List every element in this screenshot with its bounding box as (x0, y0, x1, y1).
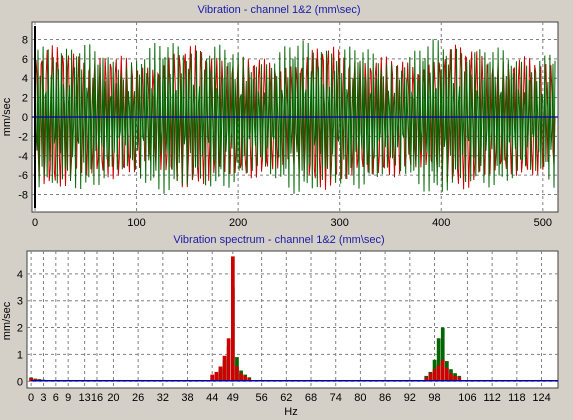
spectrum-bar (457, 377, 462, 382)
spectrum-x-tick-label: 92 (404, 392, 416, 404)
spectrum-y-axis-label: mm/sec (1, 301, 13, 340)
spectrum-y-tick-label: 1 (17, 349, 23, 361)
waveform-y-tick-label: -6 (18, 170, 28, 182)
spectrum-y-tick-label: 3 (17, 296, 23, 308)
spectrum-bar (449, 373, 453, 382)
spectrum-x-tick-label: 13 (79, 392, 91, 404)
spectrum-x-tick-label: 9 (65, 392, 71, 404)
spectrum-x-tick-label: 32 (157, 392, 169, 404)
waveform-x-tick-label: 500 (534, 217, 552, 229)
spectrum-bar (29, 378, 33, 382)
spectrum-x-tick-label: 3 (40, 392, 46, 404)
spectrum-bar (218, 366, 223, 382)
spectrum-bar (231, 256, 235, 382)
waveform-y-tick-label: 6 (22, 54, 28, 66)
spectrum-x-tick-label: 106 (458, 392, 476, 404)
spectrum-x-axis-label: Hz (284, 406, 297, 418)
spectrum-bar (222, 355, 227, 382)
waveform-y-tick-label: 8 (22, 34, 28, 46)
spectrum-bar (239, 373, 243, 382)
spectrum-bar (453, 375, 457, 382)
waveform-y-tick-label: 2 (22, 93, 28, 105)
spectrum-x-tick-label: 98 (428, 392, 440, 404)
spectrum-bar (436, 365, 441, 382)
spectrum-bar (432, 369, 437, 382)
waveform-x-tick-label: 100 (127, 217, 145, 229)
spectrum-y-tick-label: 2 (17, 323, 23, 335)
spectrum-bar (445, 367, 449, 382)
spectrum-x-tick-label: 124 (532, 392, 550, 404)
vibration-waveform-chart: Vibration - channel 1&2 (mm\sec) 0 100 200… (1, 4, 559, 229)
spectrum-bar (440, 327, 445, 382)
spectrum-y-tick-label: 0 (17, 376, 23, 388)
spectrum-x-tick-label: 20 (107, 392, 119, 404)
spectrum-x-tick-label: 118 (508, 392, 526, 404)
spectrum-x-tick-label: 26 (132, 392, 144, 404)
spectrum-bar (226, 338, 231, 382)
spectrum-y-tick-label: 4 (17, 269, 23, 281)
waveform-y-tick-label: 0 (22, 112, 28, 124)
vibration-spectrum-chart: Vibration spectrum - channel 1&2 (mm\sec… (1, 234, 559, 418)
waveform-x-tick-label: 0 (32, 217, 38, 229)
waveform-y-tick-label: 4 (22, 73, 28, 85)
spectrum-plot-area (26, 250, 559, 389)
spectrum-x-tick-label: 80 (354, 392, 366, 404)
waveform-y-tick-label: -4 (18, 151, 28, 163)
spectrum-x-tick-label: 56 (256, 392, 268, 404)
waveform-x-tick-label: 400 (432, 217, 450, 229)
spectrum-x-tick-label: 16 (91, 392, 103, 404)
spectrum-chart-title: Vibration spectrum - channel 1&2 (mm\sec… (173, 234, 384, 246)
waveform-y-axis-label: mm/sec (1, 97, 13, 136)
spectrum-x-tick-label: 38 (181, 392, 193, 404)
spectrum-bar (235, 366, 239, 382)
spectrum-x-tick-label: 44 (206, 392, 218, 404)
spectrum-x-tick-label: 62 (280, 392, 292, 404)
spectrum-bar (247, 378, 252, 382)
spectrum-x-tick-label: 86 (379, 392, 391, 404)
spectrum-x-tick-label: 112 (483, 392, 501, 404)
waveform-x-tick-label: 200 (229, 217, 247, 229)
spectrum-bar (424, 377, 429, 382)
spectrum-bar (440, 359, 445, 382)
spectrum-bar (428, 373, 433, 382)
spectrum-x-tick-label: 68 (305, 392, 317, 404)
waveform-y-tick-label: -8 (18, 190, 28, 202)
waveform-y-tick-label: -2 (18, 131, 28, 143)
spectrum-bar (436, 338, 441, 382)
spectrum-x-tick-label: 6 (53, 392, 59, 404)
spectrum-bar (214, 371, 219, 382)
spectrum-x-tick-label: 74 (330, 392, 342, 404)
spectrum-x-tick-label: 0 (28, 392, 34, 404)
spectrum-bar (210, 374, 215, 382)
spectrum-x-tick-label: 49 (227, 392, 239, 404)
waveform-x-tick-label: 300 (331, 217, 349, 229)
waveform-chart-title: Vibration - channel 1&2 (mm\sec) (197, 4, 360, 16)
waveform-series-line (34, 39, 556, 194)
spectrum-bar (243, 375, 247, 382)
